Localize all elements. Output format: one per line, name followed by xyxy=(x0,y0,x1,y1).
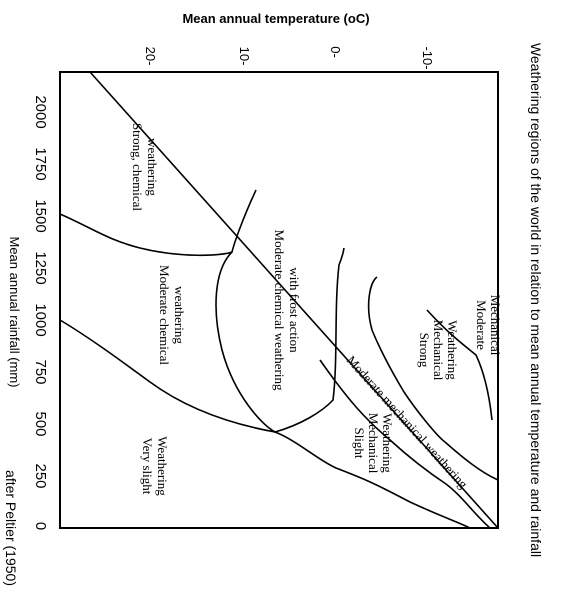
temperature-tick-10: 10- xyxy=(237,47,252,66)
source-credit: after Peltier (1950) xyxy=(3,470,19,586)
label-slight-mechanical-line-1: Slight xyxy=(352,427,367,458)
label-strong-mechanical: Strong Mechanical Weathering xyxy=(417,320,460,381)
rainfall-tick-250: 250 xyxy=(32,463,49,488)
strong-mechanical-boundary xyxy=(367,276,499,481)
label-very-slight-line-2: Weathering xyxy=(155,436,170,496)
very-slight-boundary xyxy=(59,319,471,529)
label-strong-mechanical-line-1: Strong xyxy=(417,333,432,368)
label-moderate-mechanical-top-line-2: Mechanical xyxy=(488,295,503,356)
rainfall-tick-500: 500 xyxy=(32,411,49,436)
label-moderate-chemical-frost-line-1: Moderate chemical weathering xyxy=(272,230,287,391)
rainfall-axis-label: Mean annual rainfall (mm) xyxy=(7,236,22,387)
label-moderate-chemical: Moderate chemical weathering xyxy=(157,265,187,365)
label-strong-chemical-line-2: weathering xyxy=(145,138,160,196)
label-slight-mechanical-line-3: Weathering xyxy=(380,413,395,473)
slight-mechanical-boundary xyxy=(319,359,491,529)
label-very-slight-line-1: Very slight xyxy=(140,438,155,495)
label-strong-chemical: Strong, chemical weathering xyxy=(130,123,160,211)
region-boundaries xyxy=(59,71,499,529)
rainfall-tick-1250: 1250 xyxy=(32,251,49,284)
label-moderate-chemical-frost-line-2: with frost action xyxy=(287,267,302,353)
label-slight-mechanical-line-2: Mechanical xyxy=(366,413,381,474)
moderate-mechanical-upper-boundary xyxy=(426,309,493,421)
label-strong-mechanical-line-3: Weathering xyxy=(445,320,460,380)
label-strong-chemical-line-1: Strong, chemical xyxy=(130,123,145,211)
label-moderate-mechanical-top-line-1: Moderate xyxy=(474,300,489,350)
diagram-title: Weathering regions of the world in relat… xyxy=(528,43,544,557)
label-moderate-chemical-line-2: weathering xyxy=(172,286,187,344)
rainfall-tick-2000: 2000 xyxy=(32,95,49,128)
label-strong-mechanical-line-2: Mechanical xyxy=(431,320,446,381)
temperature-axis-label: Mean annual temperature (oC) xyxy=(182,11,369,26)
strong-chemical-boundary xyxy=(59,213,233,257)
rainfall-tick-750: 750 xyxy=(32,359,49,384)
rainfall-tick-1000: 1000 xyxy=(32,303,49,336)
label-moderate-chemical-frost: Moderate chemical weathering with frost … xyxy=(272,230,302,391)
label-moderate-mechanical-top: Moderate Mechanical xyxy=(474,295,503,356)
rainfall-tick-1750: 1750 xyxy=(32,147,49,180)
label-very-slight: Very slight Weathering xyxy=(140,436,170,496)
rainfall-ticks: 2000 1750 1500 1250 1000 750 500 250 0 xyxy=(32,95,49,530)
temperature-tick-20: 20- xyxy=(143,47,158,66)
main-diagonal-boundary xyxy=(89,71,499,529)
rainfall-tick-0: 0 xyxy=(32,522,49,530)
label-moderate-chemical-line-1: Moderate chemical xyxy=(157,265,172,365)
temperature-tick-0: 0- xyxy=(328,46,343,58)
rainfall-tick-1500: 1500 xyxy=(32,199,49,232)
diagram-frame xyxy=(59,71,499,529)
temperature-tick-minus-10: -10- xyxy=(420,46,435,69)
label-slight-mechanical: Slight Mechanical Weathering xyxy=(352,413,395,474)
